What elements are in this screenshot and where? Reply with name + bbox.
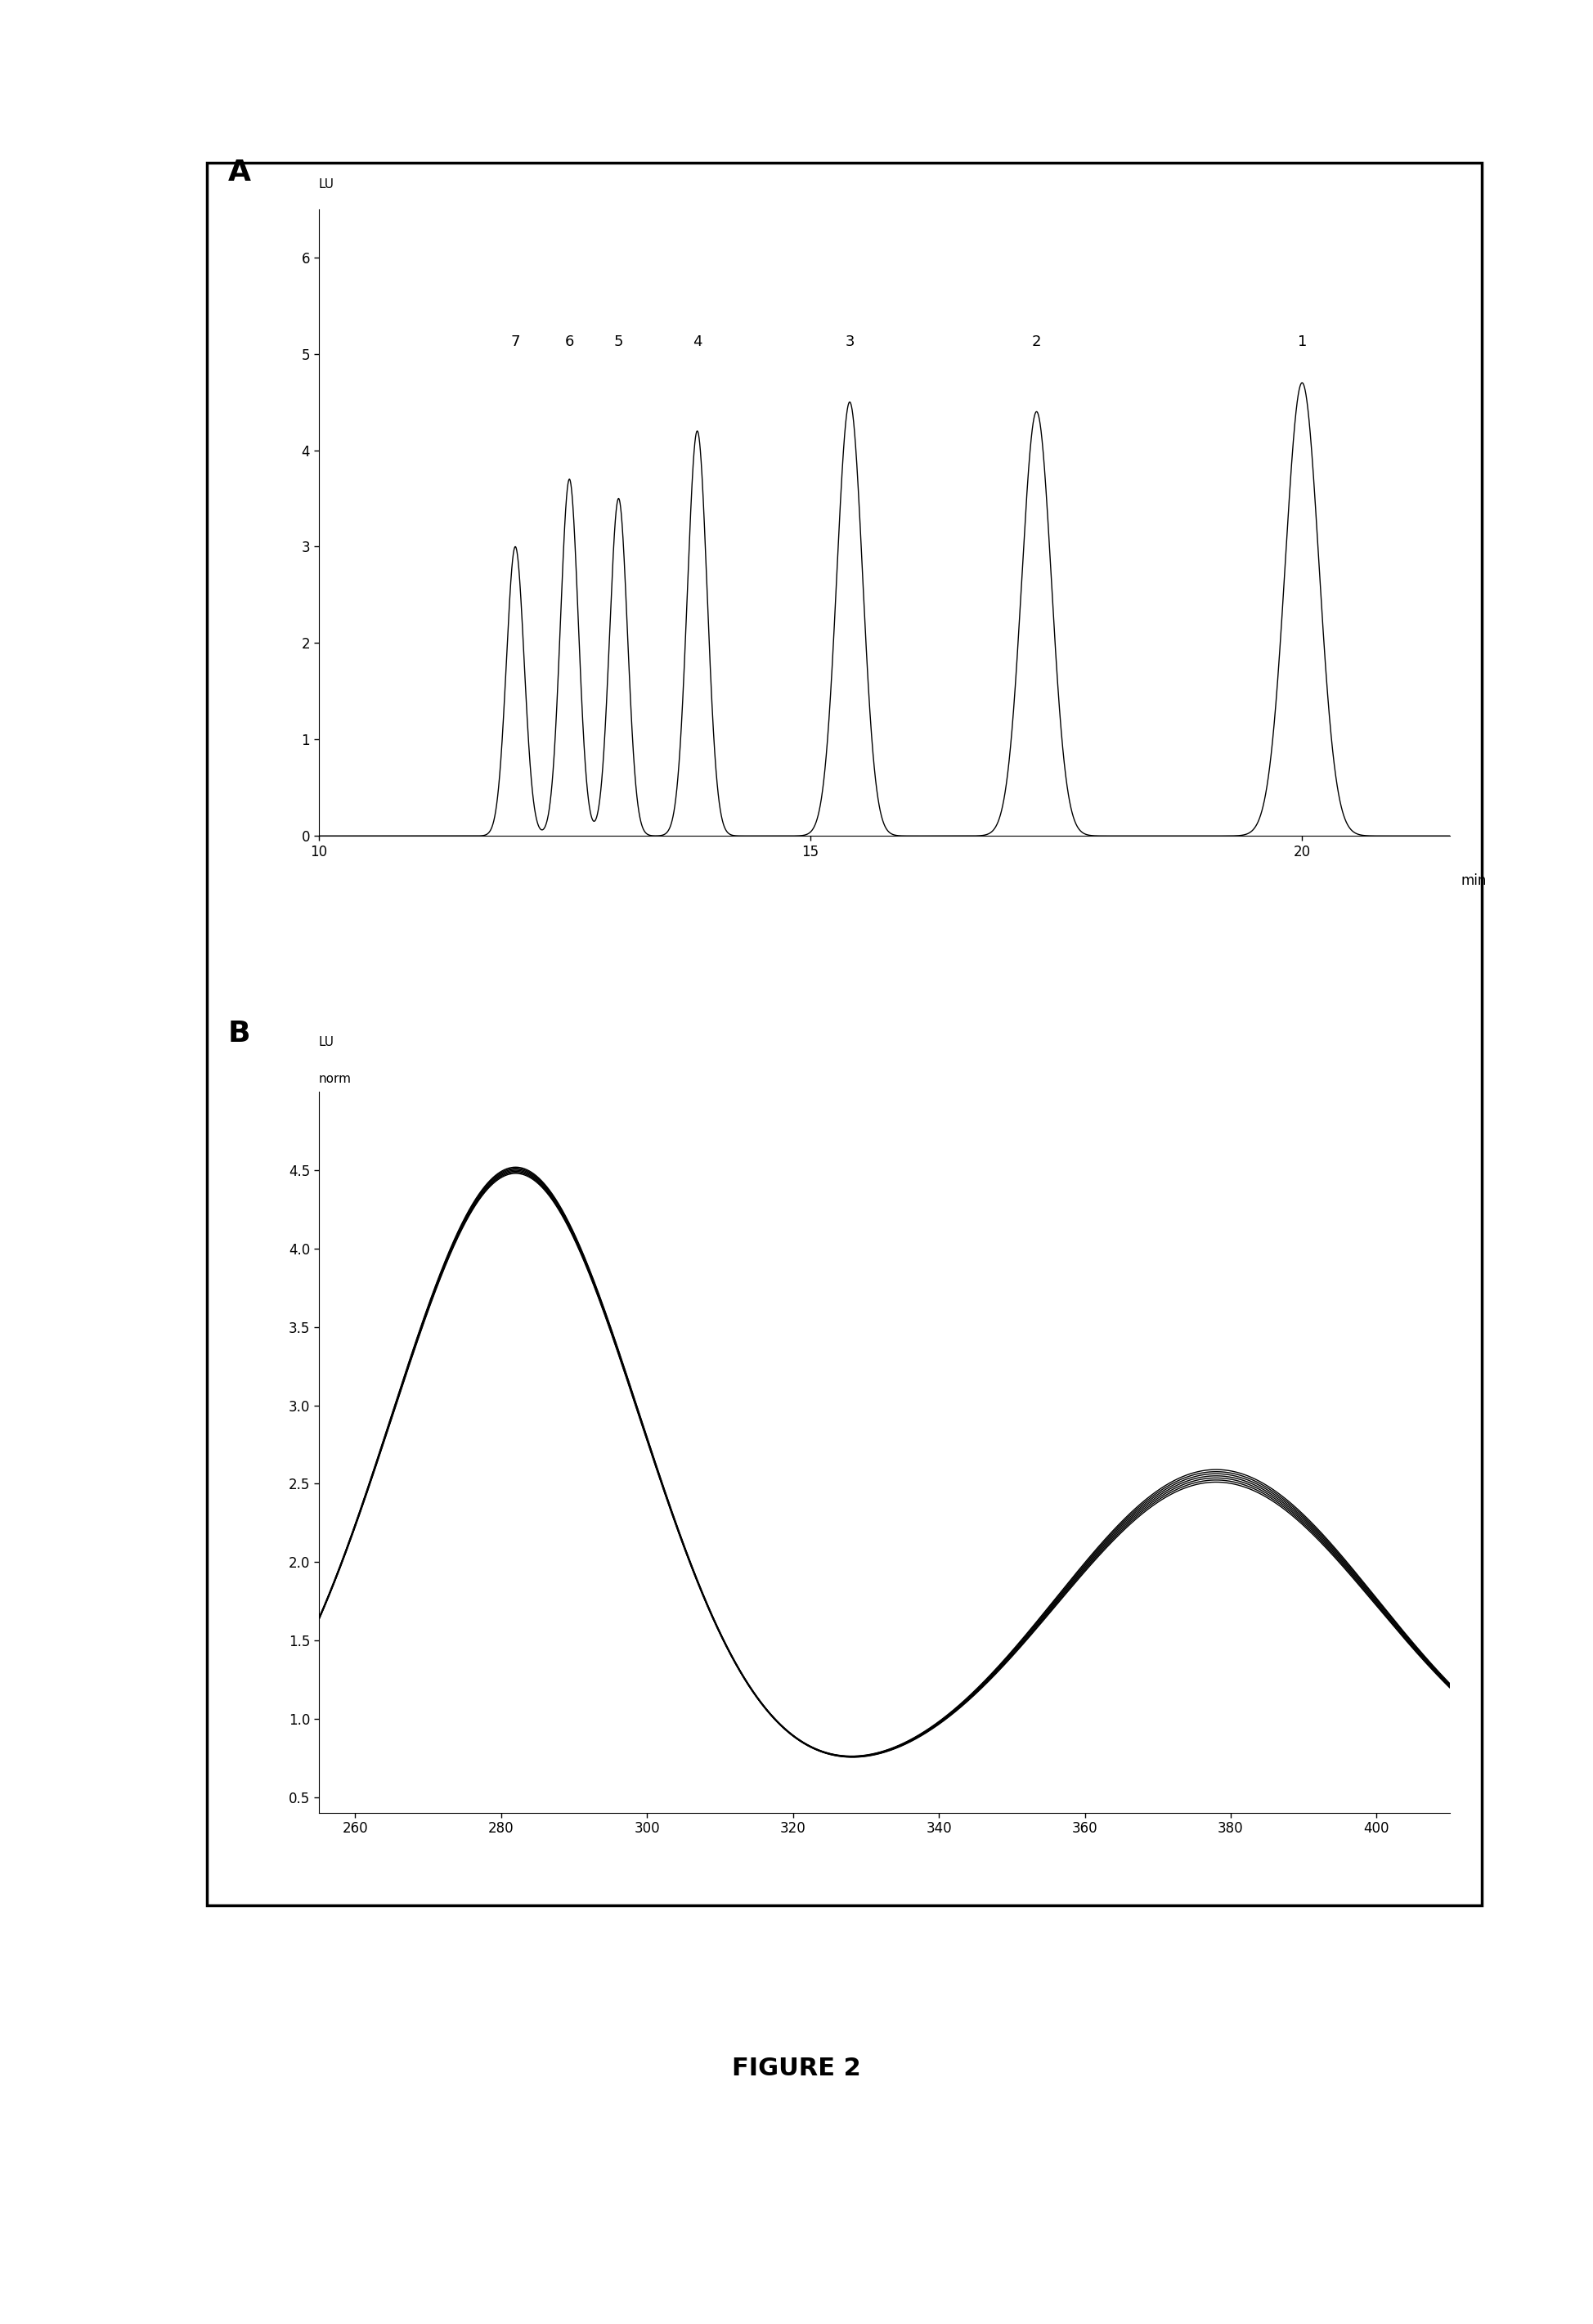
Text: 1: 1 [1297,335,1306,349]
Text: 2: 2 [1032,335,1042,349]
Text: min: min [1461,874,1486,888]
Text: LU: LU [319,179,335,191]
Text: FIGURE 2: FIGURE 2 [733,2057,860,2080]
Text: 5: 5 [613,335,623,349]
Text: A: A [228,158,252,186]
Text: 6: 6 [566,335,573,349]
Text: B: B [228,1020,250,1048]
Text: norm: norm [319,1071,352,1085]
Text: 7: 7 [511,335,519,349]
Text: 4: 4 [693,335,703,349]
Text: LU: LU [319,1037,335,1048]
Text: 3: 3 [844,335,854,349]
